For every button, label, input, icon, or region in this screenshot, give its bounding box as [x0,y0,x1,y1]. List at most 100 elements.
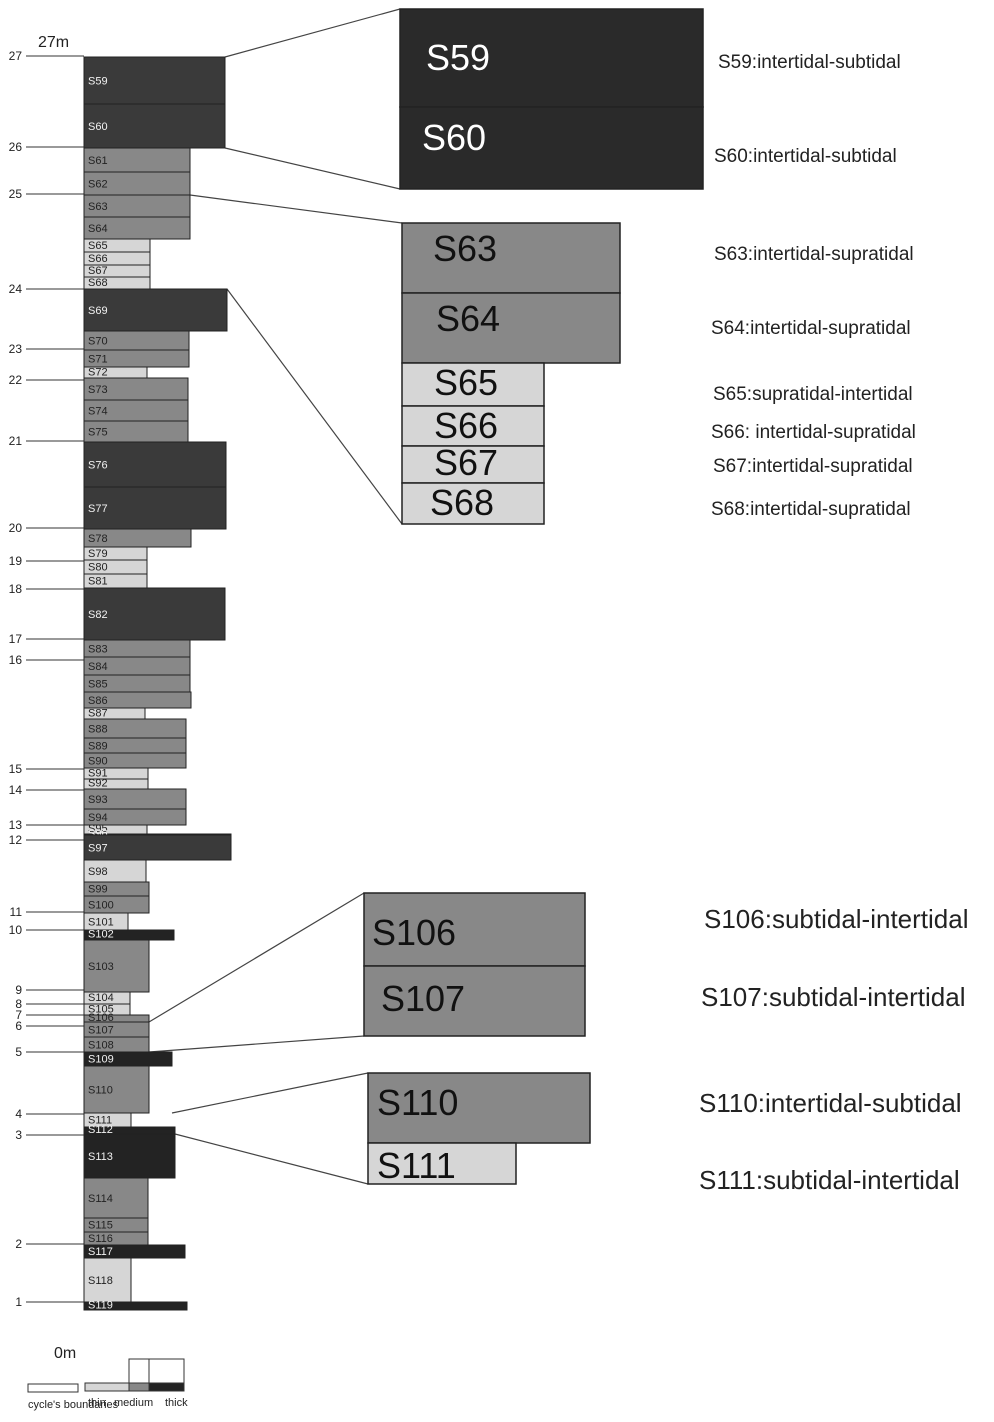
segment-label-s79: S79 [88,548,108,560]
legend-thick-swatch [148,1382,185,1392]
axis-tick-label-4: 4 [15,1107,22,1121]
segment-s118 [83,1257,132,1303]
segment-label-s94: S94 [88,812,108,824]
segment-label-s69: S69 [88,305,108,317]
axis-tick-label-27: 27 [9,49,23,63]
zoom-label-s63: S63 [433,228,497,269]
description-s63: S63:intertidal-supratidal [714,244,914,265]
segment-s82 [83,587,226,641]
segment-s59 [83,56,226,105]
segment-label-s73: S73 [88,384,108,396]
zoom-box-s106 [363,892,586,967]
description-s65: S65:supratidal-intertidal [713,384,913,405]
description-s106: S106:subtidal-intertidal [704,904,969,934]
segment-label-s71: S71 [88,354,108,366]
segment-label-s91: S91 [88,767,108,779]
description-s64: S64:intertidal-supratidal [711,318,911,339]
axis-tick-label-26: 26 [9,140,23,154]
segment-label-s109: S109 [88,1054,114,1066]
segment-label-s70: S70 [88,336,108,348]
zoom-box-s60 [399,106,704,190]
segment-label-s74: S74 [88,406,108,418]
zoom-box-s68 [401,482,545,525]
column-base-outline [128,1358,185,1384]
segment-s61 [83,147,191,173]
segment-label-s78: S78 [88,533,108,545]
segment-label-s64: S64 [88,223,108,235]
segment-label-s62: S62 [88,179,108,191]
segment-label-s81: S81 [88,576,108,588]
legend-medium-label: medium [114,1397,153,1409]
segment-label-s102: S102 [88,929,114,941]
axis-tick-label-21: 21 [9,434,23,448]
segment-label-s103: S103 [88,961,114,973]
description-s107: S107:subtidal-intertidal [701,982,966,1012]
connector-line-7 [171,1072,369,1114]
connector-line-4 [226,288,403,525]
zoom-label-s67: S67 [434,442,498,483]
zoom-box-s110 [367,1072,591,1144]
connector-line-2 [224,147,401,190]
axis-tick-label-17: 17 [9,632,23,646]
axis-tick-label-24: 24 [9,282,23,296]
connector-line-3 [189,194,403,224]
legend: cycle's boundaries thin medium thick [27,1382,188,1411]
axis-tick-label-25: 25 [9,187,23,201]
axis-tick-label-3: 3 [15,1128,22,1142]
segment-label-s65: S65 [88,240,108,252]
zoom-box-s67 [401,445,545,484]
connector-line-5 [148,892,365,1023]
description-s67: S67:intertidal-supratidal [713,456,913,477]
sequence-column: S59S60S61S62S63S64S65S66S67S68S69S70S71S… [83,56,232,1384]
legend-thin-swatch [84,1382,130,1392]
axis-tick-label-5: 5 [15,1045,22,1059]
zoom-label-s110: S110 [377,1082,458,1123]
zoom-label-s111: S111 [377,1145,456,1186]
zoom-box-s111 [367,1142,517,1185]
zoom-label-s107: S107 [381,978,465,1019]
segment-label-s97: S97 [88,843,108,855]
description-s111: S111:subtidal-intertidal [699,1165,960,1195]
axis-tick-label-13: 13 [9,818,23,832]
zoom-label-s64: S64 [436,298,500,339]
segment-label-s60: S60 [88,121,108,133]
axis-tick-label-6: 6 [15,1019,22,1033]
description-s68: S68:intertidal-supratidal [711,499,911,520]
segment-label-s67: S67 [88,265,108,277]
axis-bottom-label: 0m [54,1345,76,1362]
segment-s119 [83,1301,188,1311]
axis-tick-label-19: 19 [9,554,23,568]
segment-label-s117: S117 [88,1246,113,1258]
axis-tick-label-10: 10 [9,923,23,937]
legend-thin-label: thin [88,1397,106,1409]
connector-line-8 [174,1133,369,1185]
segment-label-s83: S83 [88,644,108,656]
segment-label-s84: S84 [88,661,108,673]
axis-top-label: 27m [38,34,69,51]
axis-tick-label-7: 7 [15,1008,22,1022]
axis-tick-label-16: 16 [9,653,23,667]
segment-label-s119: S119 [88,1299,113,1311]
segment-label-s88: S88 [88,724,108,736]
segment-label-s72: S72 [88,366,108,378]
zoom-descriptions: S59:intertidal-subtidal S60:intertidal-s… [699,52,969,1195]
description-s59: S59:intertidal-subtidal [718,52,901,73]
segment-s97 [83,834,232,861]
zoom-box-s59 [399,8,704,108]
zoom-label-s60: S60 [422,117,486,158]
segment-label-s76: S76 [88,460,108,472]
description-s110: S110:intertidal-subtidal [699,1088,962,1118]
axis-tick-label-23: 23 [9,342,23,356]
axis-tick-label-20: 20 [9,521,23,535]
segment-label-s66: S66 [88,253,108,265]
segment-label-s85: S85 [88,679,108,691]
zoom-box-s64 [401,292,621,364]
axis-tick-label-8: 8 [15,997,22,1011]
legend-boundary-label: cycle's boundaries [28,1399,119,1411]
axis-tick-label-11: 11 [10,905,23,919]
segment-label-s113: S113 [88,1151,113,1163]
segment-s69 [83,288,228,332]
segment-label-s104: S104 [88,992,114,1004]
segment-label-s111: S111 [88,1115,112,1127]
segment-label-s118: S118 [88,1275,113,1287]
